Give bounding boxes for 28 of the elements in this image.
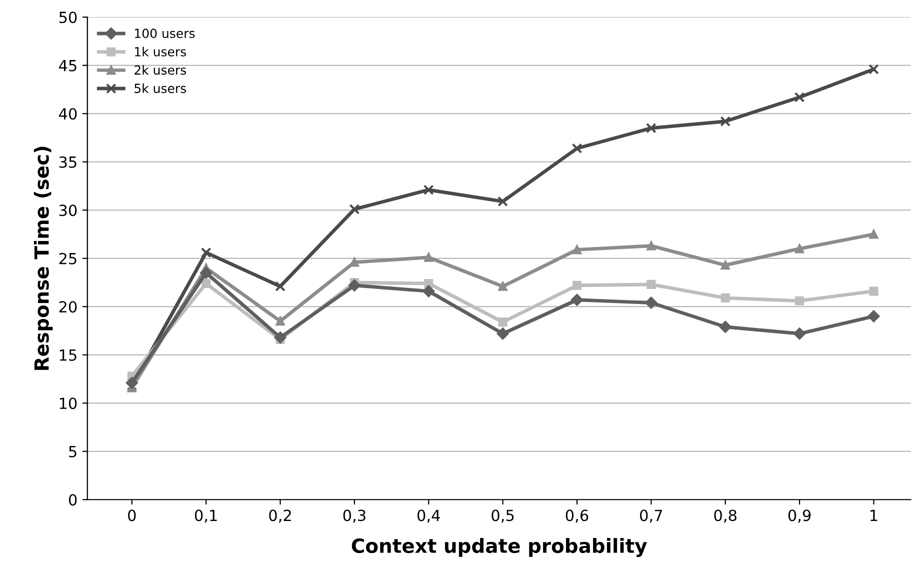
legend-label: 100 users: [135, 28, 195, 38]
x-tick-label: 0,3: [343, 510, 366, 523]
x-tick-label: 0,5: [492, 510, 514, 523]
x-tick-label: 0,8: [714, 510, 736, 523]
y-tick-label: 40: [58, 108, 77, 120]
x-tick-label: 0,7: [640, 510, 662, 523]
y-tick-label: 15: [60, 350, 76, 361]
y-tick-label: 35: [59, 156, 76, 168]
x-tick-label: 0,6: [566, 510, 588, 523]
x-tick-label: 0,9: [788, 510, 811, 523]
x-tick-label: 0,1: [194, 510, 217, 523]
y-tick-label: 45: [58, 60, 76, 72]
y-tick-label: 0: [68, 494, 77, 506]
legend-label: 1k users: [135, 46, 186, 56]
y-tick-label: 30: [59, 204, 77, 216]
x-tick-label: 1: [870, 510, 878, 521]
x-tick-label: 0,4: [417, 510, 440, 523]
x-tick-label: 0: [128, 510, 136, 522]
x-tick-label: 0,2: [269, 510, 291, 523]
x-axis-title: Context update probability: [352, 538, 647, 557]
y-tick-label: 5: [69, 446, 76, 458]
y-tick-label: 25: [59, 252, 76, 264]
legend-label: 2k users: [134, 65, 186, 75]
y-tick-label: 10: [60, 398, 77, 410]
y-tick-label: 20: [59, 301, 77, 313]
y-tick-label: 50: [59, 12, 77, 24]
legend-label: 5k users: [134, 83, 186, 94]
y-axis-title: Response Time (sec): [34, 146, 53, 370]
